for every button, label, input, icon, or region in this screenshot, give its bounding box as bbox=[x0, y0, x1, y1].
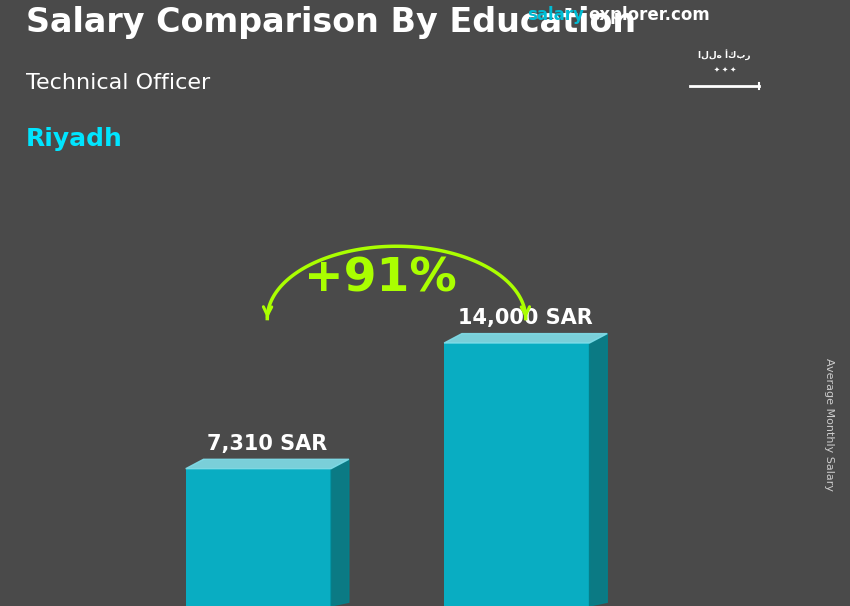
Text: ✦ ✦ ✦: ✦ ✦ ✦ bbox=[713, 67, 736, 73]
Text: salary: salary bbox=[527, 6, 584, 24]
Polygon shape bbox=[332, 459, 348, 606]
Text: Average Monthly Salary: Average Monthly Salary bbox=[824, 358, 834, 491]
Text: Technical Officer: Technical Officer bbox=[26, 73, 210, 93]
Text: الله أكبر: الله أكبر bbox=[699, 49, 751, 60]
Text: 14,000 SAR: 14,000 SAR bbox=[458, 308, 593, 328]
Polygon shape bbox=[185, 459, 348, 468]
Polygon shape bbox=[590, 333, 607, 606]
Bar bbox=[185, 468, 332, 606]
Polygon shape bbox=[445, 333, 607, 343]
Text: +91%: +91% bbox=[304, 256, 456, 301]
Text: Riyadh: Riyadh bbox=[26, 127, 122, 152]
Text: 7,310 SAR: 7,310 SAR bbox=[207, 434, 327, 454]
Text: Salary Comparison By Education: Salary Comparison By Education bbox=[26, 6, 636, 39]
Bar bbox=[445, 343, 590, 606]
Text: explorer.com: explorer.com bbox=[588, 6, 710, 24]
